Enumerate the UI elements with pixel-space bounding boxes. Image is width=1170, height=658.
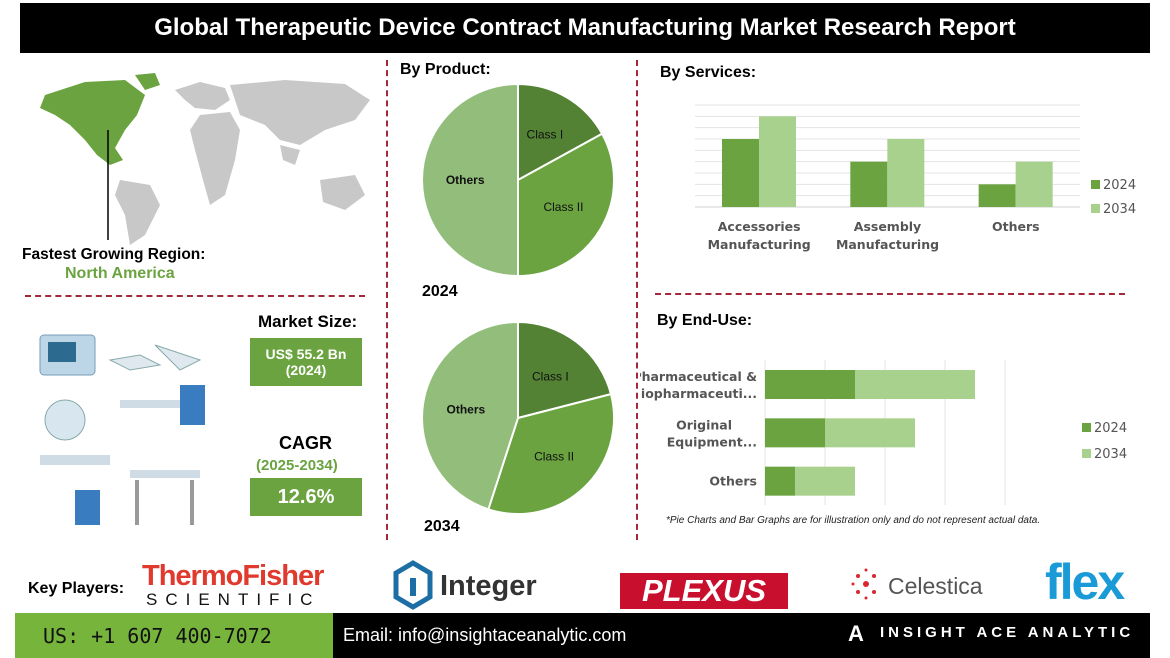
plexus-logo: PLEXUS [620, 573, 788, 609]
end-use-bar-chart: Pharmaceutical & Biopharmaceuti... Origina… [640, 360, 1127, 505]
divider [386, 60, 388, 540]
disclaimer-note: *Pie Charts and Bar Graphs are for illus… [666, 515, 1041, 526]
category-label: Equipment... [667, 434, 757, 449]
category-label: Assembly [854, 219, 921, 234]
market-size-year: (2024) [285, 362, 327, 378]
cagr-period: (2025-2034) [256, 457, 338, 474]
market-size-value: US$ 55.2 Bn [265, 346, 347, 362]
divider [25, 295, 365, 297]
divider [655, 293, 1125, 295]
bar [759, 116, 796, 207]
category-label: Manufacturing [708, 237, 811, 252]
bar-segment [825, 418, 915, 448]
report-title: Global Therapeutic Device Contract Manuf… [20, 3, 1150, 53]
pie-slice-label: Others [447, 403, 486, 417]
pie-slice [421, 82, 519, 278]
category-label: Others [709, 474, 757, 489]
celestica-logo-icon [851, 568, 876, 600]
pie-slice [421, 320, 519, 511]
footer-phone: US: +1 607 400-7072 [15, 613, 333, 658]
pie-2024-label: 2024 [422, 283, 458, 300]
bar [850, 161, 888, 207]
legend-swatch [1082, 423, 1091, 432]
bar [1015, 161, 1053, 207]
pie-slice [517, 132, 615, 278]
pie-slice-label: Others [446, 173, 485, 187]
legend-swatch [1091, 204, 1100, 213]
services-chart-title: By Services: [660, 64, 757, 81]
pie-2034-label: 2034 [424, 518, 460, 535]
legend-label: 2034 [1103, 202, 1136, 217]
footer-brand: INSIGHT ACE ANALYTIC [880, 624, 1135, 641]
bar-segment [765, 370, 855, 399]
cagr-value: 12.6% [250, 478, 362, 516]
bar [887, 139, 925, 207]
bar-segment [765, 418, 825, 448]
market-size-box: US$ 55.2 Bn (2024) [250, 338, 362, 386]
medical-devices-illustration [39, 334, 205, 525]
bar-segment [855, 370, 975, 399]
bar [978, 184, 1016, 207]
divider [636, 60, 638, 540]
legend-label: 2034 [1094, 447, 1127, 462]
key-players-label: Key Players: [28, 580, 125, 597]
region-value: North America [65, 265, 175, 282]
legend-swatch [1082, 449, 1091, 458]
pie-slice [487, 392, 615, 515]
pie-chart-2024: Class I Class II Others [421, 82, 615, 278]
bar-segment [765, 466, 795, 496]
integer-logo: Integer [440, 570, 537, 602]
pie-chart-2034: Class I Class II Others [421, 320, 615, 515]
category-label: Original [676, 417, 732, 432]
celestica-logo: Celestica [888, 573, 983, 599]
pie-slice [517, 320, 613, 420]
end-use-chart-title: By End-Use: [657, 312, 753, 329]
pie-slice-label: Class I [527, 128, 564, 142]
market-size-label: Market Size: [258, 312, 358, 331]
pie-slice-label: Class II [543, 200, 583, 214]
pie-slice-label: Class II [534, 449, 574, 463]
legend-label: 2024 [1094, 421, 1127, 436]
category-label: Manufacturing [836, 237, 939, 252]
category-label: Biopharmaceuti... [640, 386, 757, 401]
cagr-label: CAGR [279, 433, 332, 453]
category-label: Others [992, 219, 1040, 234]
services-bar-chart: Accessories Manufacturing Assembly Manufact… [695, 104, 1136, 252]
category-label: Accessories [718, 219, 801, 234]
thermo-fisher-logo-sub: SCIENTIFIC [146, 590, 321, 609]
legend-label: 2024 [1103, 178, 1136, 193]
category-label: Pharmaceutical & [640, 369, 757, 384]
integer-logo-icon [393, 560, 433, 610]
flex-logo: flex [1045, 554, 1125, 610]
footer-email: Email: info@insightaceanalytic.com [343, 625, 627, 645]
bar-segment [795, 466, 855, 496]
pie-slice-label: Class I [532, 369, 569, 383]
insight-ace-logo-icon: A [848, 621, 864, 646]
thermo-fisher-logo: ThermoFisher [142, 560, 324, 592]
region-label: Fastest Growing Region: [22, 246, 206, 263]
product-chart-title: By Product: [400, 61, 491, 78]
pie-slice [517, 82, 604, 182]
bar [722, 139, 759, 207]
legend-swatch [1091, 180, 1100, 189]
world-map [40, 73, 370, 245]
